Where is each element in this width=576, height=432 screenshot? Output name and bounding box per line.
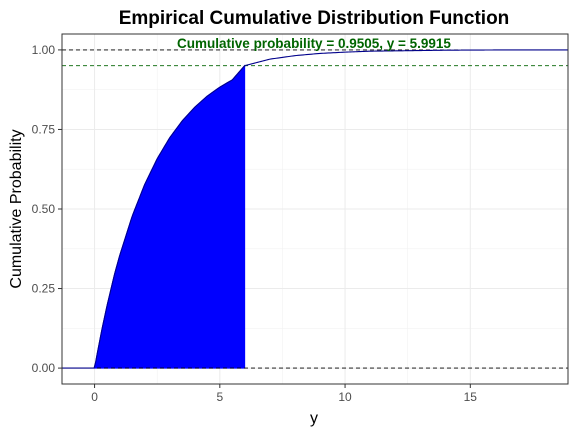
y-tick-label: 0.50 — [32, 202, 56, 216]
y-axis-ticks: 0.00 0.25 0.50 0.75 1.00 — [32, 43, 62, 375]
x-axis-title: y — [310, 410, 318, 427]
ecdf-line — [62, 49, 568, 369]
y-tick-label: 0.25 — [32, 282, 56, 296]
x-tick-label: 10 — [338, 390, 352, 404]
x-axis-ticks: 0 5 10 15 — [91, 384, 477, 404]
annotation-label: Cumulative probability = 0.9505, y = 5.9… — [177, 36, 451, 51]
y-tick-label: 0.75 — [32, 122, 56, 136]
y-tick-label: 0.00 — [32, 361, 56, 375]
x-tick-label: 0 — [91, 390, 98, 404]
y-axis-title: Cumulative Probability — [8, 129, 25, 288]
chart-title: Empirical Cumulative Distribution Functi… — [119, 8, 510, 29]
x-tick-label: 5 — [216, 390, 223, 404]
ecdf-line-group — [62, 49, 568, 369]
x-tick-label: 15 — [464, 390, 478, 404]
y-tick-label: 1.00 — [32, 43, 56, 57]
